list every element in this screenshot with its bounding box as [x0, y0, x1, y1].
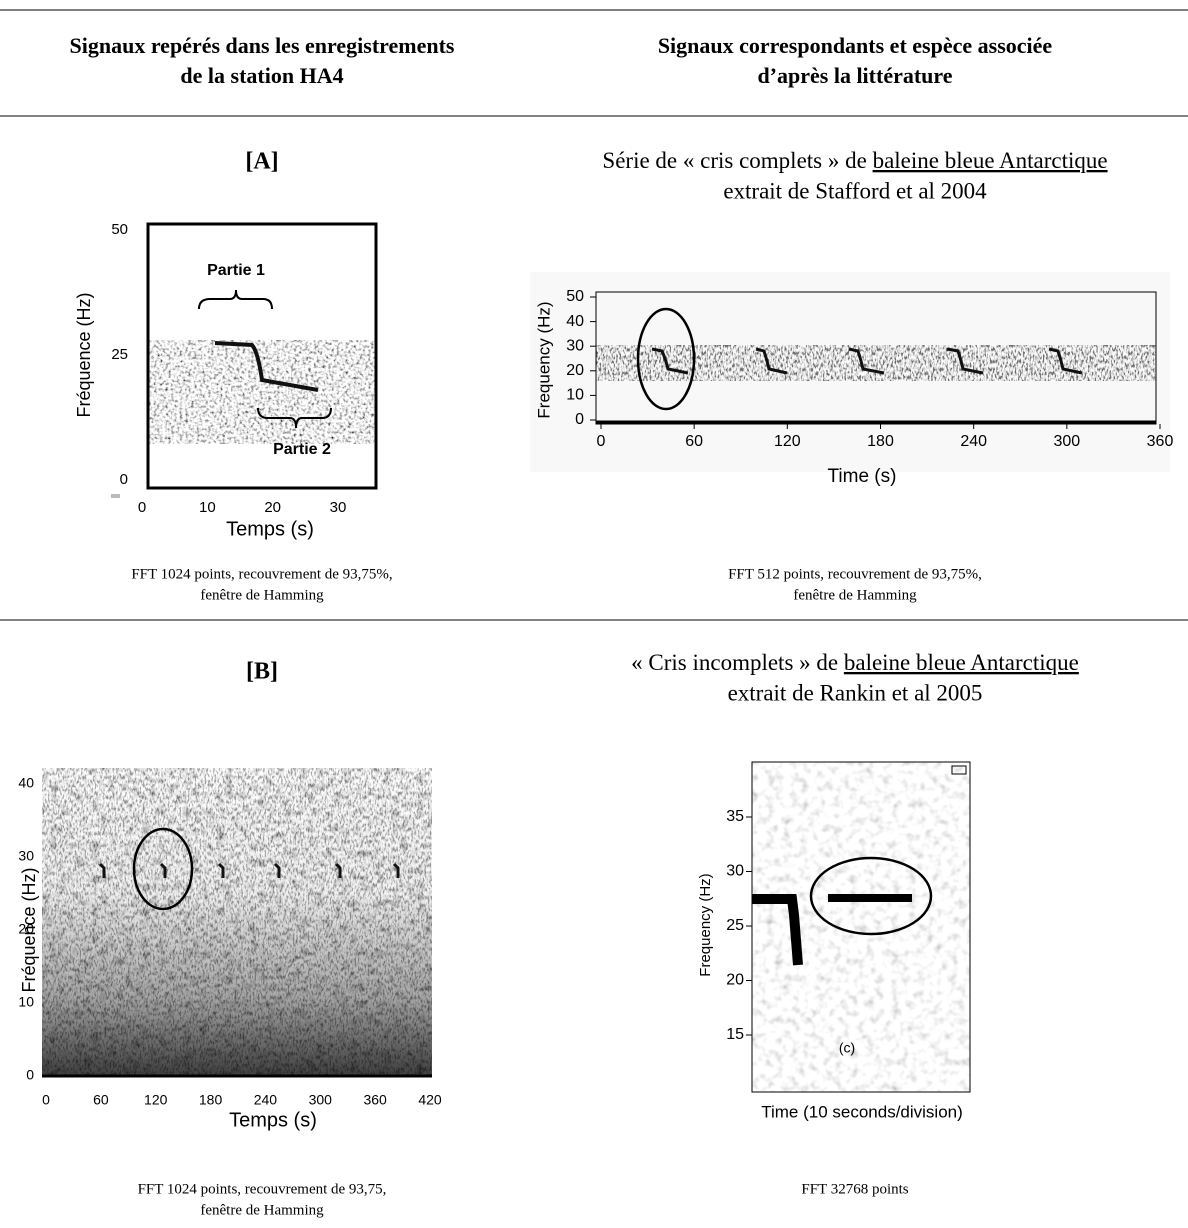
x-tick-label: 300 — [1053, 433, 1080, 450]
y-tick-label: 10 — [566, 387, 584, 404]
x-tick-label: 120 — [774, 433, 801, 450]
table-rules — [0, 9, 1188, 621]
caption: FFT 1024 points, recouvrement de 93,75, — [138, 1181, 387, 1197]
x-axis-label: Temps (s) — [229, 1109, 317, 1131]
reference-title: Série de « cris complets » de baleine bl… — [602, 148, 1107, 173]
annotation: Partie 1 — [207, 262, 265, 279]
y-tick-label: 35 — [726, 808, 744, 825]
x-tick-label: 180 — [867, 433, 894, 450]
spectrogram — [42, 768, 432, 1078]
x-tick-label: 0 — [42, 1092, 50, 1108]
x-tick-label: 300 — [309, 1092, 333, 1108]
x-axis-label: Time (10 seconds/division) — [761, 1102, 963, 1121]
x-tick-label: 120 — [144, 1092, 168, 1108]
y-tick-label: 0 — [120, 471, 128, 488]
x-tick-label: 30 — [330, 499, 347, 516]
caption: FFT 32768 points — [801, 1181, 908, 1197]
y-tick-label: 30 — [566, 337, 584, 354]
x-tick-label: 240 — [960, 433, 987, 450]
caption: FFT 1024 points, recouvrement de 93,75%, — [131, 566, 392, 582]
caption: fenêtre de Hamming — [200, 587, 324, 603]
x-tick-label: 10 — [199, 499, 216, 516]
y-tick-label: 30 — [726, 863, 744, 880]
y-tick-label: 10 — [18, 994, 34, 1010]
annotation: (c) — [839, 1040, 855, 1056]
y-tick-label: 20 — [18, 921, 34, 937]
spectrogram — [111, 222, 378, 498]
reference-title-text: Série de « cris complets » de — [602, 148, 872, 173]
x-tick-label: 0 — [138, 499, 146, 516]
y-tick-label: 40 — [566, 313, 584, 330]
x-tick-label: 60 — [93, 1092, 109, 1108]
column-header: de la station HA4 — [180, 63, 343, 88]
row-label: [B] — [246, 659, 278, 685]
caption: FFT 512 points, recouvrement de 93,75%, — [728, 566, 982, 582]
y-tick-label: 40 — [18, 775, 34, 791]
row-label: [A] — [245, 149, 278, 175]
x-tick-label: 360 — [1147, 433, 1174, 450]
y-tick-label: 20 — [726, 972, 744, 989]
y-tick-label: 25 — [726, 917, 744, 934]
y-axis-label: Frequency (Hz) — [534, 301, 553, 418]
x-tick-label: 60 — [685, 433, 703, 450]
y-tick-label: 20 — [566, 362, 584, 379]
column-header: Signaux correspondants et espèce associé… — [658, 33, 1053, 58]
y-tick-label: 0 — [26, 1067, 34, 1083]
reference-source: extrait de Rankin et al 2005 — [728, 680, 983, 705]
reference-title-text: « Cris incomplets » de — [631, 650, 844, 675]
x-tick-label: 20 — [264, 499, 281, 516]
annotation: Partie 2 — [273, 441, 331, 458]
species-link: baleine bleue Antarctique — [873, 148, 1108, 173]
y-axis-label: Fréquence (Hz) — [19, 867, 39, 992]
x-axis-label: Temps (s) — [226, 518, 314, 540]
x-tick-label: 240 — [254, 1092, 278, 1108]
reference-source: extrait de Stafford et al 2004 — [723, 178, 987, 203]
y-tick-label: 50 — [566, 288, 584, 305]
caption: fenêtre de Hamming — [200, 1202, 324, 1218]
x-tick-label: 0 — [597, 433, 606, 450]
x-tick-label: 420 — [418, 1092, 442, 1108]
y-tick-label: 30 — [18, 848, 34, 864]
species-link: baleine bleue Antarctique — [844, 650, 1079, 675]
spectrogram — [751, 761, 971, 1093]
y-axis-label: Fréquence (Hz) — [74, 292, 94, 417]
x-tick-label: 360 — [363, 1092, 387, 1108]
y-tick-label: 15 — [726, 1026, 744, 1043]
x-axis-label: Time (s) — [828, 466, 897, 487]
column-header: Signaux repérés dans les enregistrements — [70, 33, 455, 58]
y-tick-label: 25 — [111, 346, 128, 363]
reference-title: « Cris incomplets » de baleine bleue Ant… — [631, 650, 1079, 675]
caption: fenêtre de Hamming — [793, 587, 917, 603]
y-tick-label: 50 — [111, 221, 128, 238]
spectrogram — [530, 272, 1170, 472]
y-tick-label: 0 — [575, 411, 584, 428]
y-axis-label: Frequency (Hz) — [697, 873, 714, 976]
x-tick-label: 180 — [199, 1092, 223, 1108]
column-header: d’après la littérature — [757, 63, 952, 88]
